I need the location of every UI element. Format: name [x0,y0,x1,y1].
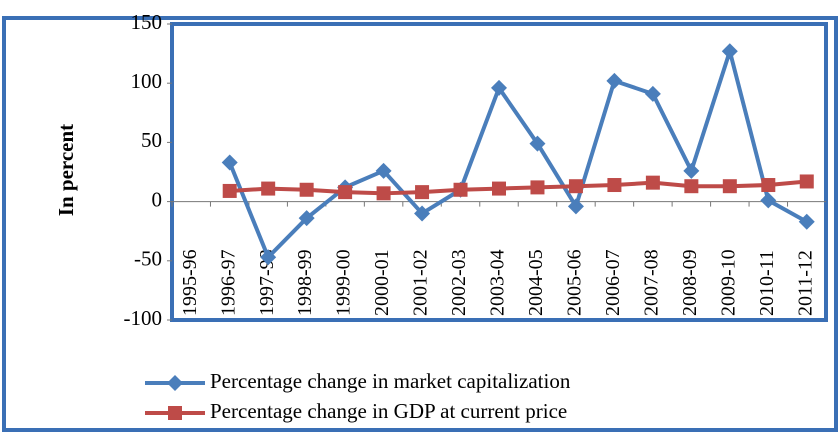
marker [722,179,737,194]
legend-marker [168,406,182,420]
marker [684,179,699,194]
marker [299,182,314,197]
y-tick-label: 150 [131,10,163,34]
marker [491,79,507,96]
x-tick-label: 2008-09 [679,249,701,316]
x-tick-label: 2003-04 [487,249,509,316]
marker [415,185,430,200]
y-tick-label: 50 [141,128,162,152]
marker [761,178,776,193]
x-tick-label: 2002-03 [448,249,470,316]
plot-border [170,22,828,322]
marker [721,43,738,60]
x-tick-label: 2009-10 [717,249,739,316]
legend-label: Percentage change in GDP at current pric… [210,399,567,423]
x-tick-label: 2011-12 [794,250,816,316]
y-tick-label: 100 [131,69,163,93]
marker [260,249,277,266]
x-tick-label: 2000-01 [371,249,393,316]
marker [530,180,545,195]
x-tick-label: 1995-96 [179,249,201,316]
marker [376,186,391,201]
legend-marker [167,375,183,391]
series-line [227,49,808,260]
x-tick-label: 2006-07 [602,249,624,316]
marker [375,162,392,179]
series-line [229,179,807,196]
x-tick-label: 2005-06 [564,249,586,316]
marker [799,174,814,189]
marker [645,175,660,190]
chart-border [2,16,838,432]
marker [683,162,700,179]
marker [222,183,237,198]
marker [298,210,315,227]
marker [644,85,661,102]
marker [453,182,468,197]
x-tick-label: 1996-97 [217,249,239,316]
x-tick-label: 1998-99 [294,249,316,316]
x-tick-label: 2007-08 [640,249,662,316]
marker [568,179,583,194]
marker [492,181,506,196]
x-tick-label: 2001-02 [410,249,432,316]
y-tick-label: -50 [134,247,162,271]
marker [338,185,353,200]
y-tick-label: -100 [124,306,163,330]
y-axis-label: In percent [54,124,78,216]
y-tick-label: 0 [152,187,163,211]
marker [567,198,584,215]
legend-label: Percentage change in market capitalizati… [210,369,571,393]
marker [798,213,815,230]
marker [606,72,623,89]
marker [760,192,777,209]
x-tick-label: 1999-00 [333,249,355,316]
x-tick-label: 2010-11 [756,250,778,316]
x-tick-label: 2004-05 [525,249,547,316]
marker [261,181,276,196]
marker [529,135,546,152]
marker [607,178,622,193]
marker [221,154,238,171]
marker [414,205,431,222]
x-tick-label: 1997-98 [256,249,278,316]
